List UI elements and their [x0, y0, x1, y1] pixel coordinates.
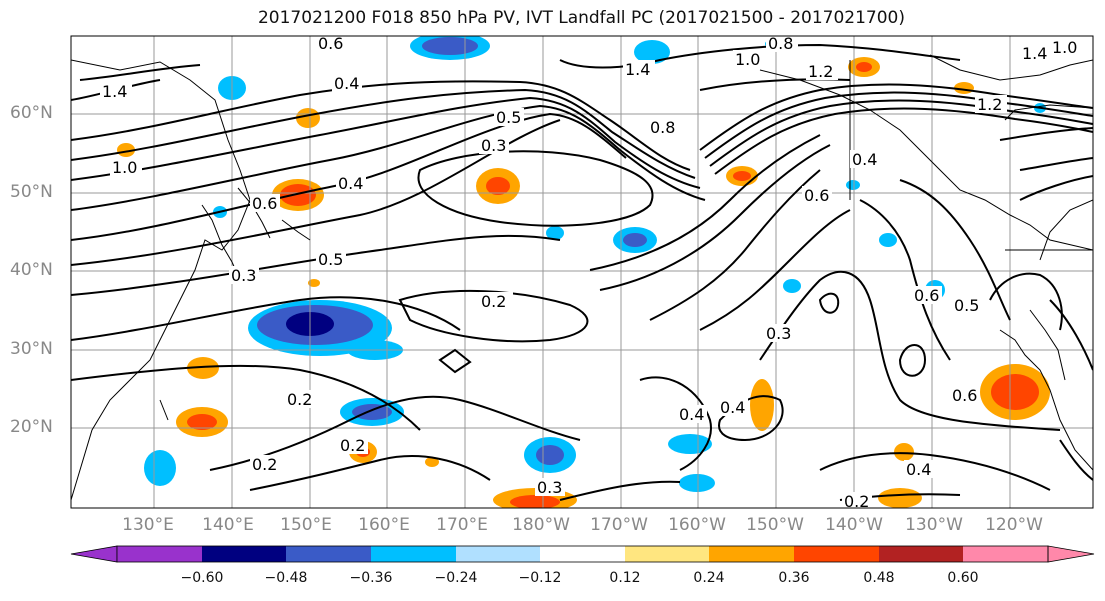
- svg-text:1.0: 1.0: [735, 50, 760, 69]
- svg-text:0.6: 0.6: [952, 386, 977, 405]
- colorbar-tick: 0.24: [693, 570, 725, 586]
- contour-labels: 0.6 0.4 1.4 1.2 1.0 0.8 0.5 0.3 0.2 0.6 …: [100, 34, 1084, 511]
- contour-label: 0.2: [285, 390, 315, 409]
- lon-label-180w: 180°W: [512, 515, 570, 535]
- contour-label: 0.8: [766, 34, 798, 53]
- lon-label-170e: 170°E: [436, 515, 488, 535]
- contour-label: 0.2: [250, 455, 280, 474]
- svg-text:0.3: 0.3: [766, 324, 791, 343]
- svg-text:0.4: 0.4: [720, 398, 745, 417]
- svg-text:0.4: 0.4: [679, 405, 704, 424]
- contour-label: 0.6: [912, 286, 942, 305]
- lat-label-20n: 20°N: [10, 417, 53, 437]
- colorbar-tick: 0.60: [947, 570, 979, 586]
- svg-text:0.6: 0.6: [914, 286, 939, 305]
- svg-text:0.6: 0.6: [804, 186, 829, 205]
- svg-text:0.3: 0.3: [537, 478, 562, 497]
- svg-text:1.4: 1.4: [1022, 44, 1047, 63]
- colorbar-tick: 0.12: [609, 570, 641, 586]
- lat-label-40n: 40°N: [10, 260, 53, 280]
- contour-label: 0.5: [316, 250, 346, 269]
- contour-label: 0.2: [842, 492, 872, 511]
- svg-text:1.4: 1.4: [102, 82, 127, 101]
- contour-label: 1.2: [975, 95, 1007, 114]
- svg-text:1.2: 1.2: [808, 62, 833, 81]
- contour-label: 0.4: [677, 405, 707, 424]
- contour-label: 0.4: [904, 460, 934, 479]
- contour-label: 0.5: [494, 108, 524, 127]
- svg-text:0.4: 0.4: [852, 150, 877, 169]
- lon-label-150e: 150°E: [280, 515, 332, 535]
- svg-text:0.6: 0.6: [318, 34, 343, 53]
- colorbar-tick: −0.24: [434, 570, 478, 586]
- map-frame: [70, 35, 1094, 509]
- colorbar-tick: −0.60: [180, 570, 224, 586]
- svg-text:0.2: 0.2: [252, 455, 277, 474]
- contour-label: 1.0: [110, 158, 142, 177]
- svg-text:1.0: 1.0: [112, 158, 137, 177]
- contour-label: 0.3: [535, 478, 565, 497]
- colorbar-tick: 0.48: [863, 570, 895, 586]
- svg-text:0.3: 0.3: [231, 266, 256, 285]
- jet-contour-bundle: [699, 83, 1093, 175]
- contour-label: 0.8: [648, 118, 678, 137]
- contour-label: 0.4: [336, 174, 366, 193]
- lon-label-170w: 170°W: [590, 515, 648, 535]
- svg-text:0.6: 0.6: [252, 194, 277, 213]
- contour-label: 0.2: [479, 292, 513, 311]
- svg-text:0.2: 0.2: [340, 436, 365, 455]
- svg-text:1.2: 1.2: [977, 95, 1002, 114]
- contour-label: 1.4: [623, 60, 655, 79]
- contour-label: 0.6: [316, 34, 346, 53]
- contour-label: 1.0: [1050, 38, 1084, 57]
- lon-label-130w: 130°W: [905, 515, 963, 535]
- contour-label: 1.0: [733, 50, 765, 69]
- svg-text:0.3: 0.3: [481, 136, 506, 155]
- contour-label: 1.2: [806, 62, 838, 81]
- svg-text:0.5: 0.5: [954, 296, 979, 315]
- svg-text:0.4: 0.4: [906, 460, 931, 479]
- lon-label-150w: 150°W: [746, 515, 804, 535]
- svg-text:1.4: 1.4: [625, 60, 650, 79]
- contour-label: 1.4: [1020, 44, 1052, 63]
- svg-text:0.2: 0.2: [287, 390, 312, 409]
- lat-label-60n: 60°N: [10, 103, 53, 123]
- lat-label-50n: 50°N: [10, 182, 53, 202]
- svg-text:0.4: 0.4: [338, 174, 363, 193]
- contour-label: 0.3: [229, 266, 259, 285]
- contour-label: 0.4: [332, 74, 362, 93]
- lon-label-160e: 160°E: [358, 515, 410, 535]
- svg-text:0.2: 0.2: [844, 492, 869, 511]
- contour-label: 0.4: [718, 398, 748, 417]
- svg-text:0.8: 0.8: [768, 34, 793, 53]
- contour-label: 0.6: [250, 194, 280, 213]
- contour-label: 0.6: [950, 386, 980, 405]
- colorbar-tick: −0.12: [518, 570, 562, 586]
- svg-text:0.4: 0.4: [334, 74, 359, 93]
- contour-label: 0.5: [952, 296, 982, 315]
- contour-label: 0.2: [338, 436, 368, 455]
- contour-label: 0.3: [479, 136, 509, 155]
- svg-text:0.2: 0.2: [481, 292, 506, 311]
- contour-label: 0.6: [802, 186, 832, 205]
- svg-text:0.8: 0.8: [650, 118, 675, 137]
- lon-label-160w: 160°W: [668, 515, 726, 535]
- colorbar-tick: −0.48: [264, 570, 308, 586]
- colorbar-tick: 0.36: [778, 570, 810, 586]
- lon-label-140w: 140°W: [825, 515, 883, 535]
- contour-label: 0.3: [764, 324, 794, 343]
- svg-text:0.5: 0.5: [318, 250, 343, 269]
- svg-text:0.5: 0.5: [496, 108, 521, 127]
- contour-label: 1.4: [100, 82, 132, 101]
- map-title: 2017021200 F018 850 hPa PV, IVT Landfall…: [257, 8, 905, 28]
- colorbar-tick: −0.36: [349, 570, 393, 586]
- lon-label-120w: 120°W: [985, 515, 1043, 535]
- contour-label: 0.4: [850, 150, 880, 169]
- lon-label-130e: 130°E: [122, 515, 174, 535]
- lat-label-30n: 30°N: [10, 339, 53, 359]
- svg-text:1.0: 1.0: [1052, 38, 1077, 57]
- lon-label-140e: 140°E: [202, 515, 254, 535]
